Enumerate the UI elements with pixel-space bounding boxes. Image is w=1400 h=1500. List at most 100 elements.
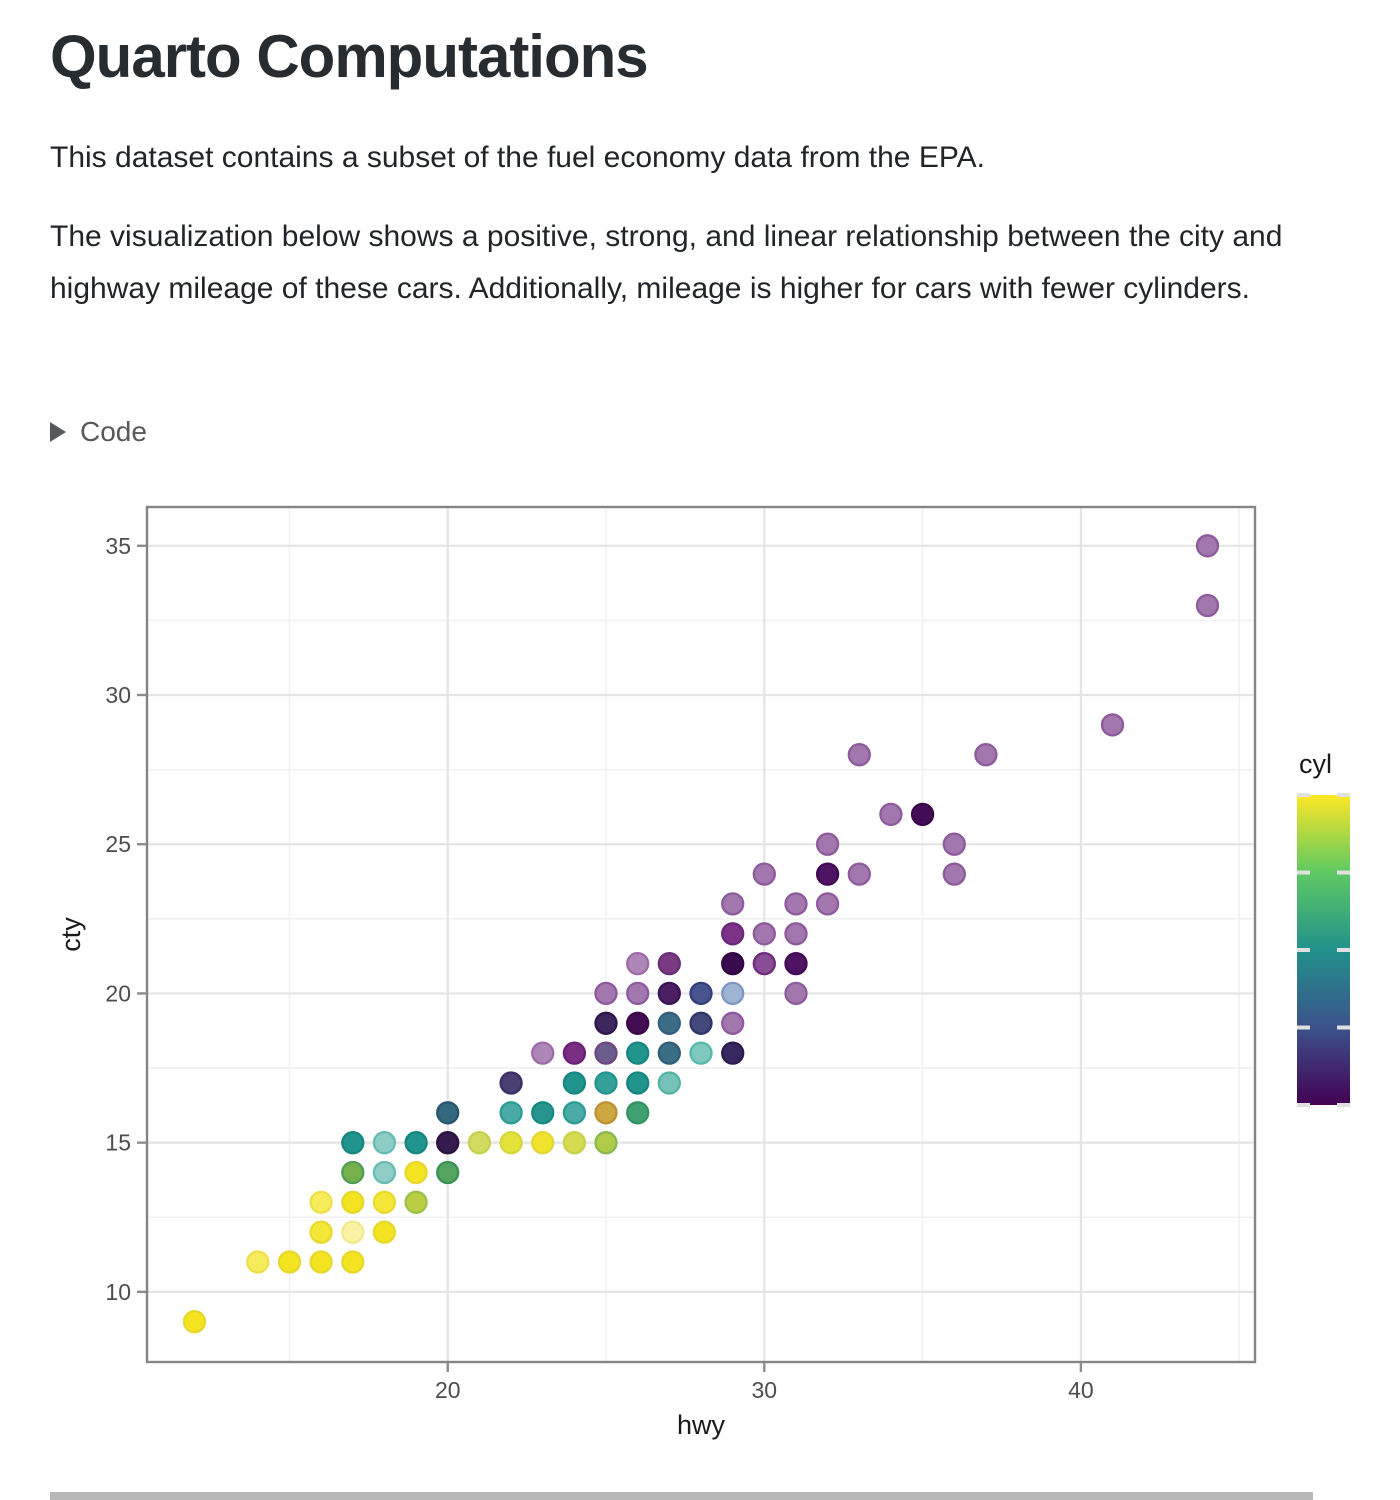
data-point xyxy=(562,1071,587,1095)
data-point xyxy=(626,1071,650,1095)
data-point xyxy=(942,832,966,856)
data-point xyxy=(815,832,840,856)
panel-border xyxy=(145,505,1257,1364)
data-point xyxy=(689,1011,713,1035)
data-points xyxy=(182,534,1220,1334)
data-point xyxy=(847,743,871,767)
legend: cyl xyxy=(1297,749,1350,1107)
data-point xyxy=(594,1131,618,1155)
data-point xyxy=(499,1071,523,1095)
data-point xyxy=(752,862,776,886)
data-point xyxy=(626,951,650,976)
data-point xyxy=(182,1310,207,1334)
y-tick-label: 35 xyxy=(105,533,131,559)
y-axis-title: cty xyxy=(56,917,86,952)
data-point xyxy=(372,1190,397,1214)
data-point xyxy=(784,981,808,1006)
data-point xyxy=(942,862,966,886)
data-point xyxy=(657,981,681,1006)
data-point xyxy=(721,1011,745,1035)
data-point xyxy=(531,1131,555,1155)
scatter-plot: 20 30 40 10 15 20 25 30 35 hwy cty cyl xyxy=(56,505,1350,1440)
data-point xyxy=(341,1131,365,1155)
data-point xyxy=(562,1101,587,1125)
data-point xyxy=(372,1160,397,1185)
data-point xyxy=(721,981,745,1006)
data-point xyxy=(721,951,745,976)
data-point xyxy=(436,1101,460,1125)
data-point xyxy=(341,1190,365,1214)
data-point xyxy=(309,1220,333,1244)
data-point xyxy=(626,1101,650,1125)
data-point xyxy=(784,922,808,946)
data-point xyxy=(341,1220,365,1244)
y-tick-label: 10 xyxy=(105,1279,131,1305)
data-point xyxy=(626,981,650,1006)
data-point xyxy=(277,1250,302,1274)
y-tick-label: 15 xyxy=(105,1130,131,1156)
data-point xyxy=(784,951,808,976)
data-point xyxy=(562,1131,587,1155)
x-tick-label: 20 xyxy=(435,1377,461,1403)
data-point xyxy=(1195,593,1220,618)
data-point xyxy=(594,1011,618,1035)
data-point xyxy=(879,802,903,827)
data-point xyxy=(372,1131,397,1155)
axes: 20 30 40 10 15 20 25 30 35 xyxy=(105,533,1093,1403)
data-point xyxy=(404,1131,428,1155)
data-point xyxy=(626,1041,650,1065)
x-axis-title: hwy xyxy=(677,1410,726,1440)
data-point xyxy=(689,1041,713,1065)
data-point xyxy=(721,1041,745,1065)
data-point xyxy=(657,1011,681,1035)
data-point xyxy=(657,951,681,976)
data-point xyxy=(467,1131,492,1155)
y-tick-label: 30 xyxy=(105,682,131,708)
data-point xyxy=(531,1101,555,1125)
x-tick-label: 30 xyxy=(752,1377,778,1403)
data-point xyxy=(404,1190,428,1214)
data-point xyxy=(341,1160,365,1185)
data-point xyxy=(531,1041,555,1065)
section-divider xyxy=(50,1492,1313,1500)
data-point xyxy=(815,862,840,886)
data-point xyxy=(752,922,776,946)
data-point xyxy=(594,1041,618,1065)
data-point xyxy=(815,892,840,916)
data-point xyxy=(372,1220,397,1244)
data-point xyxy=(246,1250,270,1274)
data-point xyxy=(594,1101,618,1125)
visualization-paragraph: The visualization below shows a positive… xyxy=(50,220,1283,305)
code-fold-toggle[interactable]: Code xyxy=(50,416,147,448)
data-point xyxy=(626,1011,650,1035)
disclosure-triangle-icon xyxy=(50,422,66,442)
data-point xyxy=(594,981,618,1006)
data-point xyxy=(499,1131,523,1155)
data-point xyxy=(721,892,745,916)
data-point xyxy=(1195,534,1220,558)
data-point xyxy=(657,1071,681,1095)
data-point xyxy=(309,1190,333,1214)
code-fold-label: Code xyxy=(80,416,147,447)
legend-title: cyl xyxy=(1299,749,1332,779)
data-point xyxy=(499,1101,523,1125)
data-point xyxy=(974,743,998,767)
data-point xyxy=(689,981,713,1006)
data-point xyxy=(721,922,745,946)
intro-paragraph: This dataset contains a subset of the fu… xyxy=(50,141,985,174)
data-point xyxy=(404,1160,428,1185)
data-point xyxy=(847,862,871,886)
y-tick-label: 25 xyxy=(105,831,131,857)
data-point xyxy=(910,802,935,827)
data-point xyxy=(436,1160,460,1185)
x-tick-label: 40 xyxy=(1068,1377,1094,1403)
data-point xyxy=(309,1250,333,1274)
data-point xyxy=(752,951,776,976)
data-point xyxy=(562,1041,587,1065)
y-tick-label: 20 xyxy=(105,980,131,1006)
data-point xyxy=(341,1250,365,1274)
data-point xyxy=(594,1071,618,1095)
page-title: Quarto Computations xyxy=(50,23,649,90)
grid-minor xyxy=(147,507,1255,1362)
data-point xyxy=(657,1041,681,1065)
